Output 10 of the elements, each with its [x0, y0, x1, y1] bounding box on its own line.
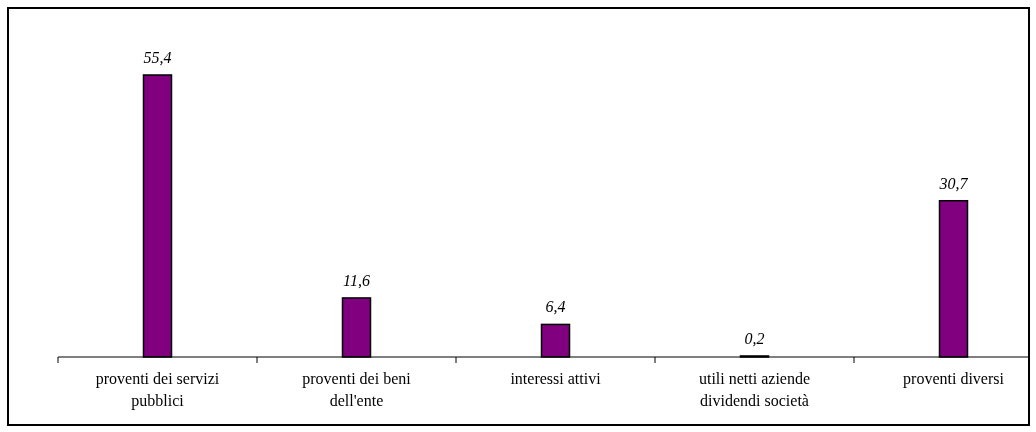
x-tick-label: interessi attivi: [510, 370, 602, 387]
data-label: 0,2: [744, 329, 765, 347]
x-tick-label: utili netti aziende dividendi società: [698, 370, 811, 409]
x-tick-label: proventi diversi: [903, 370, 1005, 388]
data-label: 55,4: [143, 49, 172, 66]
data-label: 11,6: [343, 271, 370, 289]
data-label: 6,4: [545, 298, 566, 316]
x-tick-label: proventi dei beni dell'ente: [302, 370, 412, 409]
data-label: 30,7: [938, 174, 969, 192]
x-tick-label: proventi dei servizi pubblici: [95, 370, 220, 410]
